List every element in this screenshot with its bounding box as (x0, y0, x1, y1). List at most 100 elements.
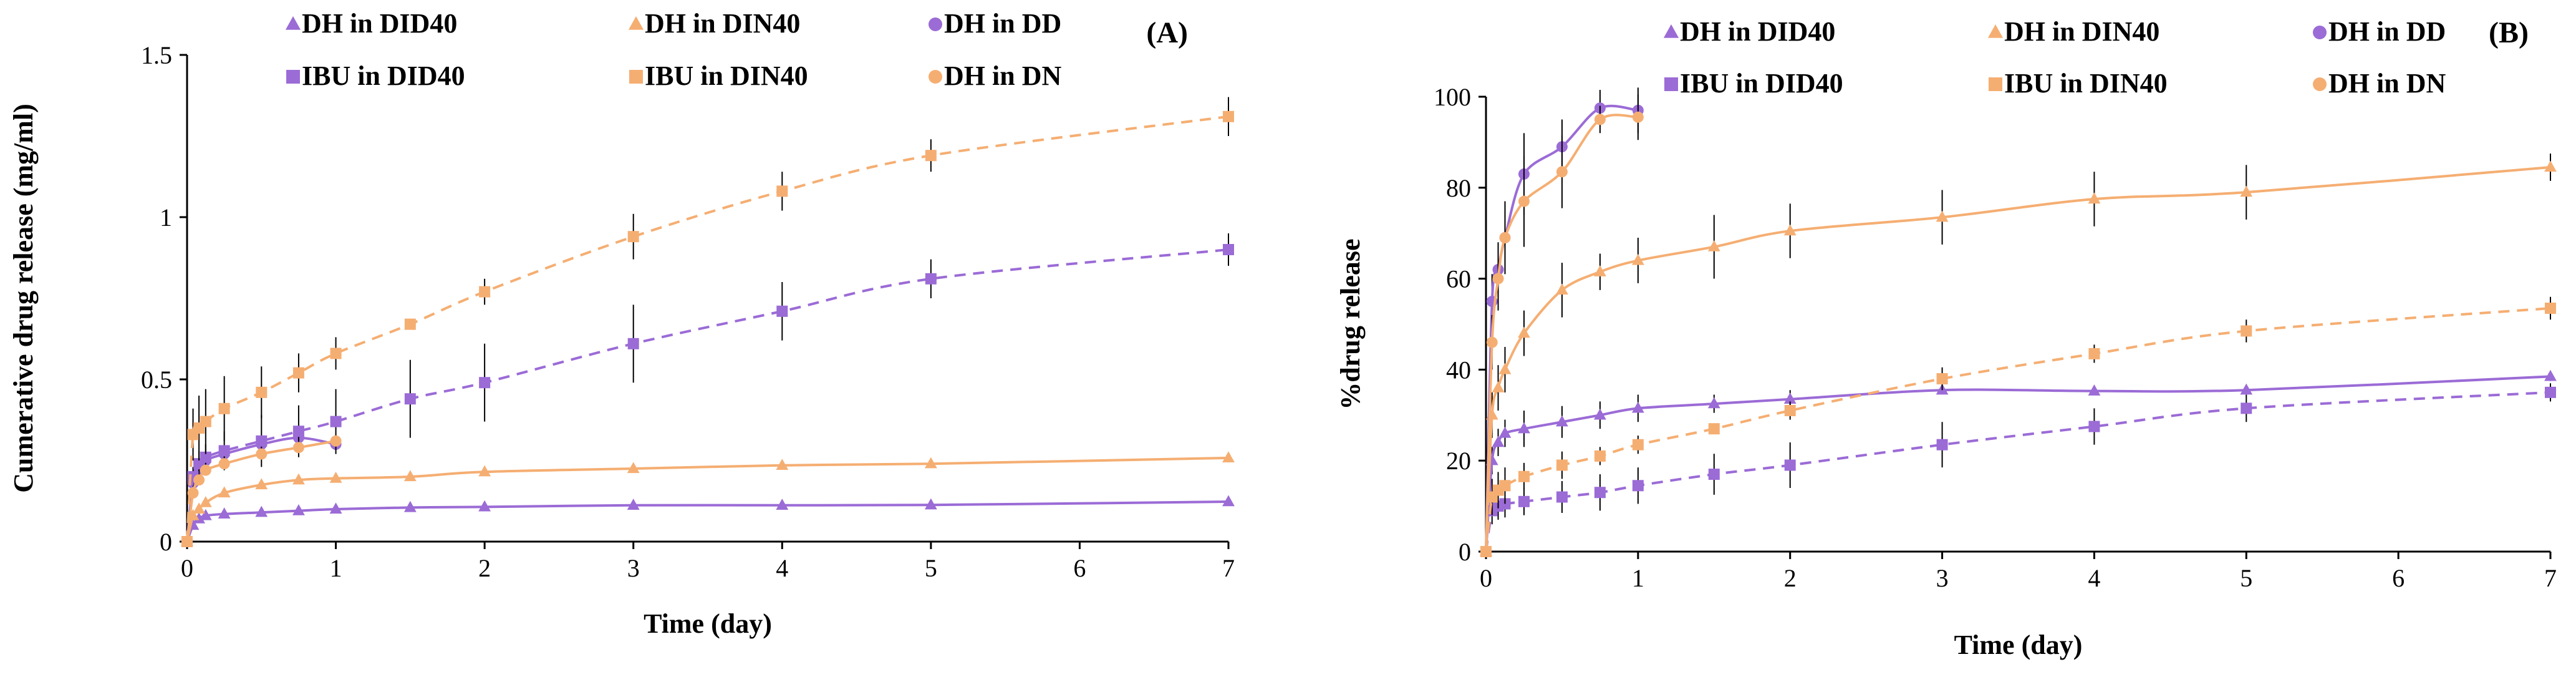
data-point (1594, 487, 1606, 499)
data-point (1492, 381, 1505, 392)
data-point (1222, 451, 1235, 463)
data-point (1594, 450, 1606, 462)
x-tick-label: 3 (627, 554, 640, 582)
data-point (1223, 244, 1234, 255)
x-tick-label: 0 (181, 554, 193, 582)
data-point (193, 474, 205, 486)
data-point (255, 505, 268, 517)
data-point (627, 338, 639, 349)
data-point (404, 393, 416, 405)
legend-marker (929, 17, 942, 31)
data-point (924, 457, 937, 469)
legend-marker (1989, 77, 2002, 91)
data-point (292, 442, 304, 454)
legend-label: DH in DID40 (302, 8, 457, 39)
x-axis-title: Time (day) (1954, 630, 2083, 660)
data-point (330, 435, 342, 447)
x-tick-label: 4 (776, 554, 788, 582)
panel-label: (B) (2489, 16, 2529, 49)
data-point (1632, 480, 1644, 492)
data-point (1556, 459, 1568, 471)
legend-label: IBU in DID40 (302, 61, 465, 91)
data-point (404, 318, 416, 330)
y-tick-label: 60 (1446, 265, 1471, 293)
data-point (2544, 160, 2557, 172)
data-point (1936, 439, 1948, 451)
y-tick-label: 0.5 (141, 366, 172, 394)
data-point (1556, 166, 1568, 178)
data-point (776, 499, 789, 510)
data-point (925, 150, 937, 162)
data-point (181, 536, 193, 547)
series-line (1485, 306, 2551, 552)
data-point (2088, 192, 2101, 204)
data-point (1783, 224, 1797, 236)
data-point (1707, 240, 1720, 251)
legend-label: IBU in DIN40 (2004, 68, 2168, 99)
x-tick-label: 2 (1784, 564, 1797, 592)
legend-label: DH in DD (2328, 16, 2446, 47)
data-point (1593, 265, 1606, 276)
data-point (403, 500, 417, 512)
series-line (186, 456, 1229, 542)
data-point (1518, 422, 1530, 434)
x-tick-label: 4 (2088, 564, 2100, 592)
data-point (292, 504, 305, 515)
data-point (479, 377, 491, 389)
legend-label: DH in DID40 (1680, 16, 1835, 47)
data-point (218, 486, 231, 498)
data-point (2088, 421, 2100, 432)
x-tick-label: 6 (1073, 554, 1086, 582)
y-axis-title: Cumerative drug release (mg/ml) (8, 104, 39, 493)
y-tick-label: 100 (1434, 83, 1471, 111)
data-point (187, 487, 199, 499)
data-point (218, 402, 230, 414)
data-point (256, 448, 268, 460)
x-axis-title: Time (day) (644, 608, 772, 639)
series-line (1485, 391, 2551, 552)
series-dh-in-did40 (1480, 369, 2557, 557)
data-point (627, 231, 639, 243)
data-point (1936, 210, 1949, 222)
data-point (1518, 470, 1530, 482)
data-point (255, 478, 268, 490)
data-point (2544, 369, 2557, 381)
panel-a: 0 1 2 3 4 5 6 7 0 0.5 1 1.5 Time (day) Cumerative dru… (8, 8, 1235, 639)
legend-label: DH in DN (944, 61, 1061, 91)
x-tick-label: 3 (1936, 564, 1949, 592)
legend-marker (1664, 77, 1678, 91)
legend-marker (285, 16, 301, 30)
data-point (1222, 495, 1235, 507)
data-point (479, 286, 491, 298)
data-point (925, 273, 937, 285)
data-point (2088, 348, 2100, 359)
legend-label: IBU in DIN40 (645, 61, 808, 91)
data-point (1499, 231, 1511, 243)
data-point (193, 502, 205, 514)
data-point (2545, 302, 2556, 314)
legend-label: IBU in DID40 (1680, 68, 1843, 99)
data-point (1498, 426, 1512, 438)
data-point (329, 471, 342, 483)
legend-label: DH in DIN40 (645, 8, 800, 39)
series-line (1485, 375, 2551, 552)
data-point (1707, 397, 1720, 409)
x-tick-label: 5 (925, 554, 937, 582)
data-point (2241, 402, 2252, 414)
data-point (1936, 373, 1948, 384)
y-tick-label: 1.5 (141, 41, 172, 69)
data-point (776, 459, 789, 470)
data-point (193, 512, 205, 524)
data-point (1518, 495, 1530, 507)
data-point (256, 435, 268, 447)
data-point (478, 500, 491, 512)
data-point (776, 305, 788, 317)
data-point (1492, 273, 1504, 285)
series-ibu-in-did40 (1480, 383, 2556, 557)
data-point (478, 465, 491, 477)
data-point (292, 426, 304, 437)
data-point (1556, 491, 1568, 503)
series-dh-in-din40 (1480, 153, 2557, 557)
data-point (1708, 423, 1720, 435)
x-tick-label: 2 (478, 554, 491, 582)
